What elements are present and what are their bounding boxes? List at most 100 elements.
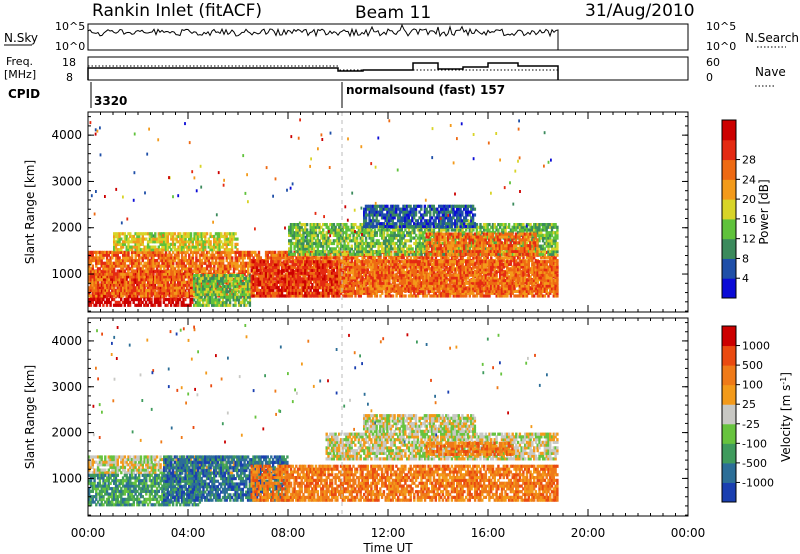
- echo-cell: [354, 294, 357, 298]
- echo-cell: [145, 272, 148, 276]
- echo-cell: [175, 264, 178, 268]
- echo-cell: [177, 275, 180, 279]
- echo-cell: [95, 253, 98, 257]
- echo-cell: [125, 264, 128, 268]
- echo-cell: [163, 253, 166, 257]
- echo-cell: [182, 272, 185, 276]
- echo-cell: [139, 300, 142, 304]
- echo-cell: [184, 269, 187, 274]
- echo-cell: [130, 269, 134, 274]
- echo-cell: [166, 259, 169, 263]
- echo-cell: [173, 280, 176, 285]
- echo-cell: [216, 264, 220, 268]
- echo-cell: [130, 272, 134, 276]
- echo-cell: [134, 259, 137, 263]
- echo-cell: [223, 269, 227, 274]
- echo-cell: [100, 280, 103, 284]
- echo-cell: [399, 291, 402, 295]
- echo-cell: [172, 256, 175, 260]
- echo-cell: [179, 264, 182, 268]
- echo-cell: [479, 261, 482, 265]
- echo-cell: [288, 289, 291, 293]
- echo-cell: [361, 291, 364, 295]
- echo-cell: [185, 303, 189, 307]
- echo-cell: [111, 291, 114, 295]
- echo-cell: [159, 298, 162, 302]
- echo-cell: [109, 261, 112, 265]
- echo-cell: [343, 256, 346, 260]
- echo-cell: [161, 253, 164, 257]
- echo-cell: [198, 259, 202, 263]
- echo-cell: [486, 278, 489, 282]
- echo-cell: [107, 272, 111, 276]
- echo-cell: [127, 280, 130, 284]
- echo-cell: [161, 291, 164, 295]
- echo-cell: [89, 261, 93, 265]
- echo-cell: [166, 261, 169, 265]
- echo-cell: [116, 261, 119, 265]
- echo-cell: [138, 269, 141, 274]
- echo-cell: [343, 291, 346, 295]
- echo-cell: [350, 291, 354, 295]
- echo-cell: [98, 278, 102, 282]
- echo-cell: [232, 261, 236, 265]
- echo-cell: [420, 291, 423, 295]
- echo-cell: [96, 278, 100, 282]
- echo-cell: [441, 294, 445, 298]
- echo-cell: [159, 259, 162, 263]
- echo-cell: [130, 286, 134, 290]
- echo-cell: [123, 291, 127, 295]
- echo-cell: [114, 259, 118, 263]
- echo-cell: [300, 294, 304, 298]
- cpid-value-1: 3320: [94, 94, 127, 108]
- echo-cell: [386, 272, 389, 276]
- echo-cell: [153, 286, 157, 290]
- echo-cell: [225, 253, 228, 257]
- echo-cell: [400, 289, 404, 293]
- echo-cell: [459, 294, 463, 298]
- echo-cell: [155, 253, 159, 257]
- echo-cell: [134, 289, 137, 293]
- echo-cell: [116, 269, 119, 274]
- echo-cell: [138, 272, 141, 276]
- echo-cell: [127, 267, 130, 271]
- echo-cell: [231, 250, 234, 254]
- echo-cell: [407, 278, 411, 282]
- echo-cell: [241, 259, 245, 263]
- echo-cell: [139, 250, 143, 254]
- echo-cell: [109, 278, 112, 282]
- echo-cell: [239, 267, 243, 271]
- echo-cell: [134, 294, 137, 298]
- echo-cell: [440, 256, 443, 260]
- echo-cell: [441, 289, 445, 293]
- echo-cell: [123, 280, 127, 284]
- echo-cell: [232, 267, 236, 271]
- echo-cell: [431, 256, 434, 260]
- echo-cell: [268, 250, 271, 254]
- echo-cell: [307, 256, 311, 260]
- echo-cell: [191, 298, 194, 302]
- echo-cell: [486, 294, 489, 298]
- echo-cell: [236, 242, 239, 246]
- echo-cell: [418, 280, 421, 284]
- echo-cell: [102, 267, 105, 271]
- echo-cell: [279, 259, 282, 263]
- echo-cell: [141, 272, 144, 276]
- echo-cell: [186, 250, 189, 254]
- echo-cell: [214, 269, 218, 274]
- echo-cell: [477, 269, 480, 274]
- echo-cell: [93, 294, 96, 298]
- echo-cell: [113, 264, 116, 268]
- echo-cell: [186, 280, 189, 284]
- echo-cell: [95, 303, 98, 307]
- echo-cell: [88, 250, 91, 254]
- echo-cell: [96, 280, 100, 284]
- echo-cell: [289, 294, 293, 298]
- echo-cell: [334, 259, 337, 263]
- echo-cell: [118, 303, 121, 307]
- echo-cell: [191, 256, 195, 260]
- echo-cell: [179, 250, 182, 254]
- echo-cell: [345, 291, 348, 295]
- echo-cell: [136, 272, 139, 276]
- echo-cell: [159, 278, 162, 282]
